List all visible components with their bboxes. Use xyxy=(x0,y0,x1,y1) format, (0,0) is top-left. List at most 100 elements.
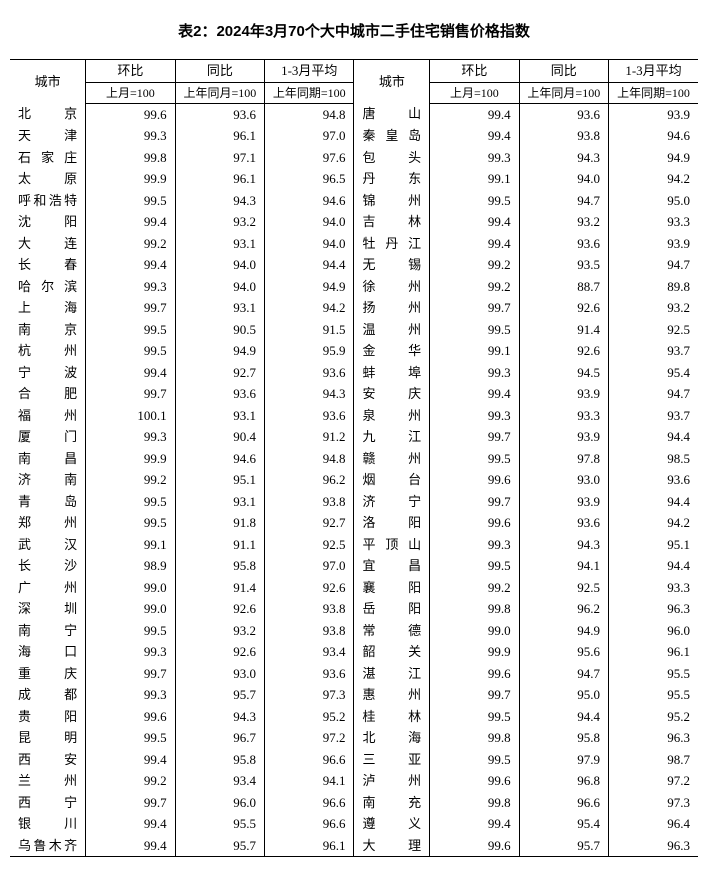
avg-value-left: 93.8 xyxy=(265,598,354,620)
avg-value-right: 93.2 xyxy=(609,297,698,319)
avg-value-left: 96.6 xyxy=(265,792,354,814)
yoy-value-right: 95.0 xyxy=(519,684,608,706)
yoy-value-right: 93.6 xyxy=(519,103,608,125)
yoy-value-left: 97.1 xyxy=(175,147,264,169)
mom-value-right: 99.5 xyxy=(430,319,519,341)
avg-value-right: 96.0 xyxy=(609,620,698,642)
city-name-left: 太原 xyxy=(10,168,86,190)
table-row: 合肥99.793.694.3安庆99.493.994.7 xyxy=(10,383,698,405)
city-name-left: 长春 xyxy=(10,254,86,276)
city-name-left: 长沙 xyxy=(10,555,86,577)
mom-value-left: 98.9 xyxy=(86,555,175,577)
city-name-left: 天津 xyxy=(10,125,86,147)
mom-value-right: 99.2 xyxy=(430,254,519,276)
yoy-value-right: 93.9 xyxy=(519,383,608,405)
city-name-right: 湛江 xyxy=(354,663,430,685)
table-row: 南昌99.994.694.8赣州99.597.898.5 xyxy=(10,448,698,470)
mom-value-left: 99.3 xyxy=(86,276,175,298)
avg-value-right: 92.5 xyxy=(609,319,698,341)
mom-value-right: 99.5 xyxy=(430,448,519,470)
mom-value-left: 99.5 xyxy=(86,190,175,212)
yoy-value-left: 93.2 xyxy=(175,211,264,233)
city-name-left: 呼和浩特 xyxy=(10,190,86,212)
mom-value-left: 99.6 xyxy=(86,706,175,728)
mom-value-left: 99.3 xyxy=(86,684,175,706)
yoy-value-left: 93.4 xyxy=(175,770,264,792)
mom-value-left: 100.1 xyxy=(86,405,175,427)
avg-value-left: 97.0 xyxy=(265,555,354,577)
avg-value-left: 96.1 xyxy=(265,835,354,857)
yoy-value-left: 91.1 xyxy=(175,534,264,556)
yoy-value-left: 93.6 xyxy=(175,103,264,125)
city-name-right: 济宁 xyxy=(354,491,430,513)
yoy-value-right: 92.6 xyxy=(519,340,608,362)
yoy-value-left: 91.4 xyxy=(175,577,264,599)
yoy-value-right: 92.6 xyxy=(519,297,608,319)
city-name-left: 哈尔滨 xyxy=(10,276,86,298)
table-row: 昆明99.596.797.2北海99.895.896.3 xyxy=(10,727,698,749)
city-name-left: 合肥 xyxy=(10,383,86,405)
mom-value-right: 99.4 xyxy=(430,211,519,233)
city-name-left: 武汉 xyxy=(10,534,86,556)
avg-value-right: 95.1 xyxy=(609,534,698,556)
avg-value-left: 95.9 xyxy=(265,340,354,362)
table-row: 石家庄99.897.197.6包头99.394.394.9 xyxy=(10,147,698,169)
yoy-value-right: 95.7 xyxy=(519,835,608,857)
city-name-right: 无锡 xyxy=(354,254,430,276)
table-row: 厦门99.390.491.2九江99.793.994.4 xyxy=(10,426,698,448)
yoy-value-left: 93.1 xyxy=(175,491,264,513)
table-row: 银川99.495.596.6遵义99.495.496.4 xyxy=(10,813,698,835)
avg-value-right: 94.6 xyxy=(609,125,698,147)
city-name-left: 厦门 xyxy=(10,426,86,448)
header-mom-left: 环比 xyxy=(86,60,175,83)
avg-value-right: 94.4 xyxy=(609,491,698,513)
avg-value-left: 97.3 xyxy=(265,684,354,706)
city-name-left: 石家庄 xyxy=(10,147,86,169)
avg-value-left: 97.2 xyxy=(265,727,354,749)
mom-value-right: 99.6 xyxy=(430,770,519,792)
table-row: 武汉99.191.192.5平顶山99.394.395.1 xyxy=(10,534,698,556)
avg-value-right: 94.9 xyxy=(609,147,698,169)
city-name-left: 乌鲁木齐 xyxy=(10,835,86,857)
avg-value-left: 93.6 xyxy=(265,362,354,384)
avg-value-left: 92.5 xyxy=(265,534,354,556)
yoy-value-right: 94.7 xyxy=(519,190,608,212)
city-name-left: 兰州 xyxy=(10,770,86,792)
mom-value-left: 99.1 xyxy=(86,534,175,556)
city-name-right: 锦州 xyxy=(354,190,430,212)
mom-value-right: 99.5 xyxy=(430,749,519,771)
mom-value-left: 99.5 xyxy=(86,727,175,749)
mom-value-right: 99.8 xyxy=(430,598,519,620)
yoy-value-right: 97.9 xyxy=(519,749,608,771)
city-name-right: 遵义 xyxy=(354,813,430,835)
avg-value-left: 94.4 xyxy=(265,254,354,276)
yoy-value-left: 92.6 xyxy=(175,598,264,620)
mom-value-left: 99.9 xyxy=(86,448,175,470)
table-row: 兰州99.293.494.1泸州99.696.897.2 xyxy=(10,770,698,792)
mom-value-right: 99.0 xyxy=(430,620,519,642)
table-row: 乌鲁木齐99.495.796.1大理99.695.796.3 xyxy=(10,835,698,857)
mom-value-right: 99.3 xyxy=(430,534,519,556)
mom-value-left: 99.8 xyxy=(86,147,175,169)
avg-value-right: 94.7 xyxy=(609,383,698,405)
mom-value-right: 99.2 xyxy=(430,276,519,298)
city-name-right: 安庆 xyxy=(354,383,430,405)
table-row: 西宁99.796.096.6南充99.896.697.3 xyxy=(10,792,698,814)
city-name-right: 烟台 xyxy=(354,469,430,491)
table-row: 西安99.495.896.6三亚99.597.998.7 xyxy=(10,749,698,771)
city-name-right: 泉州 xyxy=(354,405,430,427)
avg-value-left: 92.6 xyxy=(265,577,354,599)
city-name-left: 广州 xyxy=(10,577,86,599)
city-name-right: 岳阳 xyxy=(354,598,430,620)
table-row: 太原99.996.196.5丹东99.194.094.2 xyxy=(10,168,698,190)
avg-value-right: 95.5 xyxy=(609,663,698,685)
avg-value-left: 94.0 xyxy=(265,233,354,255)
avg-value-right: 93.3 xyxy=(609,211,698,233)
yoy-value-left: 95.8 xyxy=(175,749,264,771)
city-name-left: 郑州 xyxy=(10,512,86,534)
yoy-value-right: 93.6 xyxy=(519,233,608,255)
yoy-value-left: 93.6 xyxy=(175,383,264,405)
mom-value-left: 99.7 xyxy=(86,663,175,685)
city-name-right: 三亚 xyxy=(354,749,430,771)
city-name-left: 南昌 xyxy=(10,448,86,470)
